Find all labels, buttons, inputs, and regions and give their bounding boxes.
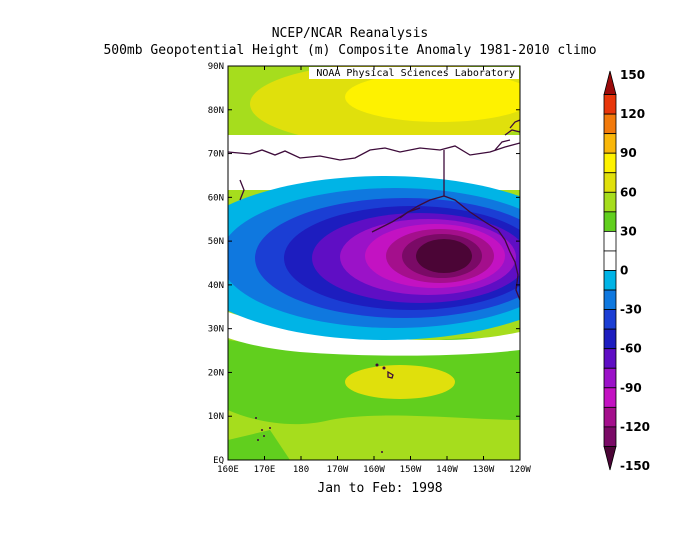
colorbar-arrow-bottom	[603, 446, 617, 471]
colorbar-swatch	[603, 348, 617, 369]
colorbar-swatch	[603, 250, 617, 271]
y-tick-label: 60N	[208, 193, 224, 203]
y-tick-label: EQ	[213, 456, 224, 466]
figure-subtitle: 500mb Geopotential Height (m) Composite …	[103, 43, 597, 58]
colorbar-swatch	[603, 387, 617, 408]
x-tick-label: 150W	[400, 465, 422, 475]
period-label: Jan to Feb: 1998	[317, 481, 443, 496]
anomaly-field	[228, 66, 520, 460]
colorbar-swatch	[603, 191, 617, 213]
y-tick-label: 20N	[208, 368, 224, 378]
x-tick-label: 130W	[473, 465, 495, 475]
colorbar-label: -30	[620, 303, 642, 317]
colorbar-swatch	[603, 289, 617, 310]
x-tick-label: 170E	[254, 465, 276, 475]
x-tick-label: 160E	[217, 465, 239, 475]
y-tick-label: 10N	[208, 412, 224, 422]
colorbar-swatch	[603, 309, 617, 330]
colorbar-swatch	[603, 367, 617, 389]
credit-text: NOAA Physical Sciences Laboratory	[316, 68, 515, 79]
x-tick-label: 170W	[327, 465, 349, 475]
map-axes: 160E 170E 180 170W 160W 150W 140W 130W 120W EQ 10N…	[208, 62, 532, 475]
colorbar-arrow-top	[603, 70, 617, 95]
y-tick-label: 50N	[208, 237, 224, 247]
x-tick-label: 140W	[436, 465, 458, 475]
colorbar-swatch	[603, 270, 617, 291]
y-tick-label: 30N	[208, 325, 224, 335]
colorbar-swatch	[603, 94, 617, 115]
neg-anomaly-150	[416, 239, 472, 273]
colorbar-label: -150	[620, 459, 650, 473]
x-tick-label: 180	[293, 465, 309, 475]
colorbar-label: 90	[620, 146, 637, 160]
hawaii-anomaly-30	[345, 365, 455, 399]
colorbar-label: 30	[620, 224, 637, 238]
islands	[255, 363, 394, 453]
y-tick-label: 90N	[208, 62, 224, 72]
colorbar-label: 60	[620, 185, 637, 199]
colorbar-label: -60	[620, 342, 642, 356]
colorbar-label: 150	[620, 68, 645, 82]
colorbar-label: -120	[620, 420, 650, 434]
colorbar-swatch	[603, 426, 617, 447]
colorbar-swatch	[603, 328, 617, 350]
colorbar-label: 120	[620, 107, 645, 121]
south-zero-band	[228, 312, 520, 356]
colorbar-label: -90	[620, 381, 642, 395]
figure-title: NCEP/NCAR Reanalysis	[271, 26, 429, 41]
colorbar-swatch	[603, 113, 617, 135]
x-tick-label: 120W	[509, 465, 531, 475]
colorbar: 150 120 90 60 30 0 -30 -60 -90 -120 -150	[603, 68, 650, 473]
y-tick-label: 80N	[208, 106, 224, 116]
coastlines	[228, 119, 520, 301]
colorbar-label: 0	[620, 264, 628, 278]
north-anomaly-60	[345, 72, 520, 122]
credit-box	[309, 67, 519, 79]
colorbar-swatch	[603, 172, 617, 193]
colorbar-swatch	[603, 230, 617, 252]
x-tick-label: 160W	[363, 465, 385, 475]
colorbar-swatch	[603, 406, 617, 428]
colorbar-swatch	[603, 152, 617, 174]
y-tick-label: 40N	[208, 281, 224, 291]
colorbar-swatch	[603, 211, 617, 232]
colorbar-swatch	[603, 133, 617, 154]
y-tick-label: 70N	[208, 150, 224, 160]
south-anomaly-15-b	[228, 430, 290, 460]
